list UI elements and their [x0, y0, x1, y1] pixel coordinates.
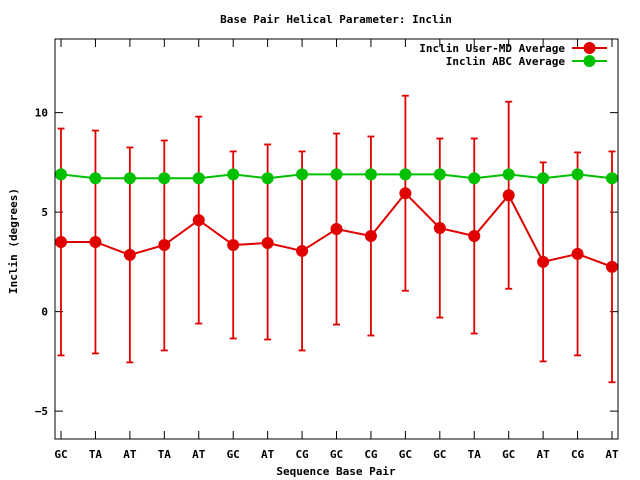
data-point — [537, 172, 550, 185]
legend-label: Inclin ABC Average — [446, 55, 566, 68]
x-tick-label: TA — [158, 448, 172, 461]
y-axis-label: Inclin (degrees) — [7, 188, 20, 294]
data-point — [537, 255, 550, 268]
data-point — [158, 172, 171, 185]
legend-marker — [583, 55, 596, 67]
data-point — [192, 172, 205, 185]
x-tick-label: CG — [295, 448, 309, 461]
x-tick-label: GC — [433, 448, 446, 461]
data-point — [606, 260, 618, 273]
data-point — [502, 189, 515, 202]
data-point — [296, 244, 309, 257]
x-tick-label: CG — [571, 448, 585, 461]
data-point — [158, 238, 171, 251]
data-point — [433, 168, 446, 181]
data-point — [364, 230, 377, 243]
data-point — [468, 172, 481, 185]
data-point — [261, 172, 274, 185]
series-layer — [55, 168, 618, 273]
data-point — [364, 168, 377, 181]
x-tick-label: CG — [364, 448, 378, 461]
x-tick-label: GC — [330, 448, 343, 461]
data-point — [89, 172, 102, 185]
chart-title: Base Pair Helical Parameter: Inclin — [220, 13, 452, 26]
data-point — [55, 235, 67, 248]
y-tick-label: 5 — [41, 206, 48, 219]
x-tick-label: AT — [605, 448, 619, 461]
data-point — [55, 168, 67, 181]
data-point — [606, 172, 618, 185]
data-point — [502, 168, 515, 181]
data-point — [89, 235, 102, 248]
data-point — [399, 168, 412, 181]
x-tick-label: GC — [502, 448, 515, 461]
x-tick-label: AT — [192, 448, 206, 461]
x-axis-label: Sequence Base Pair — [276, 465, 396, 478]
data-point — [399, 187, 412, 200]
legend-marker — [583, 42, 596, 54]
data-point — [433, 222, 446, 235]
y-tick-label: 0 — [41, 306, 48, 319]
x-tick-label: AT — [261, 448, 275, 461]
data-point — [192, 214, 205, 227]
y-tick-label: −5 — [35, 405, 48, 418]
data-point — [571, 168, 584, 181]
data-point — [227, 168, 240, 181]
x-tick-label: TA — [89, 448, 103, 461]
data-point — [227, 238, 240, 251]
data-point — [123, 248, 136, 261]
plot-frame — [54, 38, 619, 440]
data-point — [330, 168, 343, 181]
x-tick-label: AT — [123, 448, 137, 461]
x-tick-label: GC — [227, 448, 240, 461]
x-tick-label: TA — [468, 448, 482, 461]
x-tick-label: GC — [54, 448, 67, 461]
data-point — [571, 247, 584, 260]
data-point — [296, 168, 309, 181]
x-tick-label: AT — [537, 448, 551, 461]
data-point — [123, 172, 136, 185]
y-tick-label: 10 — [35, 107, 48, 120]
legend-label: Inclin User-MD Average — [419, 42, 565, 55]
data-point — [468, 230, 481, 243]
x-tick-label: GC — [399, 448, 412, 461]
data-point — [261, 236, 274, 249]
data-point — [330, 223, 343, 236]
ticks-layer: −5 0 5 10 GC TA AT TA AT GC AT CG GC CG GC GC TA GC AT CG AT — [35, 39, 619, 461]
